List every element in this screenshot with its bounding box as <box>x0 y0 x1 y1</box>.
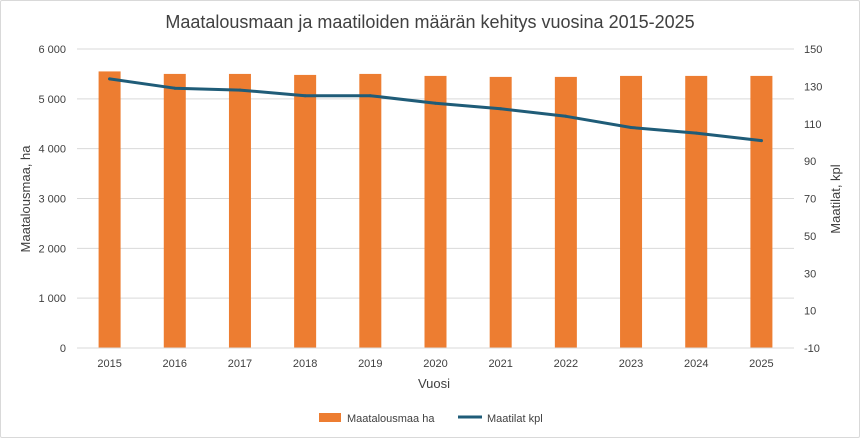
legend-label-bar: Maatalousmaa ha <box>347 413 435 425</box>
legend-swatch-bar <box>319 413 341 422</box>
line-point <box>173 86 177 90</box>
y-tick-label: 1 000 <box>38 293 66 305</box>
bar <box>554 76 577 348</box>
line-point <box>108 77 112 81</box>
bar <box>163 73 186 349</box>
line-point <box>629 125 633 129</box>
bar <box>424 75 447 348</box>
y2-tick-label: 50 <box>804 231 816 243</box>
y2-tick-label: 130 <box>804 81 822 93</box>
bar <box>750 75 773 348</box>
bar <box>98 71 121 349</box>
x-tick-label: 2023 <box>619 358 643 370</box>
chart-title: Maatalousmaan ja maatiloiden määrän kehi… <box>165 12 694 32</box>
y-axis-label: Maatalousmaa, ha <box>18 145 33 253</box>
line-point <box>368 94 372 98</box>
y-tick-label: 3 000 <box>38 194 66 206</box>
legend: Maatalousmaa ha Maatilat kpl <box>319 413 543 425</box>
y-tick-label: 2 000 <box>38 243 66 255</box>
bar <box>294 74 317 348</box>
x-tick-label: 2020 <box>423 358 447 370</box>
y-tick-label: 4 000 <box>38 144 66 156</box>
y-tick-label: 6 000 <box>38 44 66 56</box>
bar <box>228 73 251 349</box>
bar <box>359 73 382 349</box>
legend-label-line: Maatilat kpl <box>487 413 543 425</box>
x-tick-label: 2016 <box>163 358 187 370</box>
line-point <box>499 107 503 111</box>
x-tick-label: 2022 <box>554 358 578 370</box>
right-axis-ticks: -10 10 30 50 70 90 110 130 150 <box>804 44 822 355</box>
line-point <box>564 114 568 118</box>
x-tick-label: 2015 <box>97 358 121 370</box>
line-point <box>303 94 307 98</box>
x-tick-label: 2018 <box>293 358 317 370</box>
y2-tick-label: 10 <box>804 306 816 318</box>
bar <box>685 75 708 348</box>
line-series <box>108 77 763 143</box>
x-tick-label: 2017 <box>228 358 252 370</box>
y-tick-label: 5 000 <box>38 94 66 106</box>
x-axis-label: Vuosi <box>418 376 450 391</box>
line-point <box>694 131 698 135</box>
bar <box>489 76 512 348</box>
bar-series <box>98 71 773 349</box>
y2-axis-label: Maatilat, kpl <box>828 164 843 233</box>
x-tick-label: 2019 <box>358 358 382 370</box>
y2-tick-label: 150 <box>804 44 822 56</box>
line-point <box>434 101 437 105</box>
y-tick-label: 0 <box>60 343 66 355</box>
x-tick-label: 2025 <box>749 358 773 370</box>
x-tick-label: 2021 <box>488 358 512 370</box>
y2-tick-label: 70 <box>804 194 816 206</box>
bar <box>620 75 643 348</box>
x-axis-ticks: 2015 2016 2017 2018 2019 2020 2021 2022 2023 2024… <box>97 358 773 370</box>
y2-tick-label: -10 <box>804 343 820 355</box>
line-point <box>759 139 763 143</box>
y2-tick-label: 30 <box>804 268 816 280</box>
left-axis-ticks: 0 1 000 2 000 3 000 4 000 5 000 6 000 <box>38 44 66 355</box>
y2-tick-label: 110 <box>804 119 822 131</box>
line-point <box>238 88 242 92</box>
y2-tick-label: 90 <box>804 156 816 168</box>
x-tick-label: 2024 <box>684 358 708 370</box>
